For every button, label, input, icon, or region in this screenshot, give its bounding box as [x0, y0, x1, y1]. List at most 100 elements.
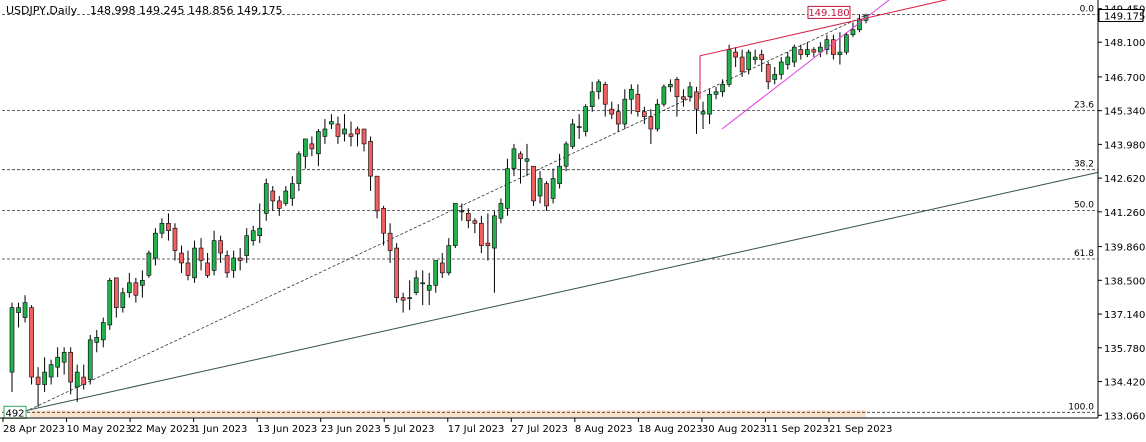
wedge-upper-line — [699, 0, 948, 57]
candle-body — [485, 242, 491, 246]
candle — [452, 203, 458, 249]
time-tick-label: 23 Jun 2023 — [321, 424, 381, 435]
candle — [244, 228, 250, 263]
candle — [87, 334, 93, 385]
chart-title: USDJPY,Daily — [6, 4, 78, 17]
candle — [831, 34, 836, 60]
candle-body — [537, 178, 543, 197]
candle — [166, 213, 171, 241]
candle-body — [355, 128, 360, 135]
candle — [648, 109, 654, 144]
candle-body — [733, 51, 738, 58]
candle — [609, 101, 615, 120]
candle — [615, 104, 621, 132]
candle-body — [185, 262, 191, 276]
candle-body — [374, 175, 380, 212]
price-tick-label: 134.420 — [1104, 378, 1145, 389]
candle-body — [413, 277, 419, 294]
candle — [805, 42, 810, 58]
fib-top-price-label: 149.180 — [807, 5, 851, 19]
candle — [511, 143, 517, 177]
candle — [785, 52, 791, 70]
candle-body — [348, 133, 354, 137]
candle-body — [283, 190, 289, 204]
candle-body — [446, 245, 452, 274]
candle-body — [505, 168, 510, 209]
candle-body — [9, 307, 15, 373]
candle-body — [772, 74, 778, 80]
candle-body — [765, 64, 771, 83]
candle-body — [316, 131, 321, 155]
candle — [289, 176, 295, 206]
candle-body — [635, 93, 641, 112]
candle-body — [81, 376, 87, 385]
price-tick-label: 139.860 — [1104, 243, 1145, 254]
candle-body — [518, 153, 523, 160]
candle-body — [576, 126, 582, 128]
candle — [844, 32, 849, 55]
candle — [778, 57, 784, 80]
candle-body — [563, 143, 569, 167]
candle — [426, 272, 432, 306]
candle-body — [655, 103, 660, 130]
candle-body — [42, 371, 47, 385]
candle — [153, 228, 158, 266]
candle-body — [94, 337, 100, 343]
time-tick-label: 18 Aug 2023 — [638, 424, 702, 435]
candle-body — [694, 91, 699, 110]
candle — [596, 79, 602, 100]
candle-body — [270, 190, 276, 202]
candle-body — [674, 79, 680, 98]
candle — [752, 49, 758, 65]
candle — [524, 143, 530, 177]
candle-body — [596, 81, 602, 93]
candle-body — [250, 230, 256, 241]
candle-body — [198, 247, 204, 261]
candle-body — [739, 56, 745, 73]
candle — [439, 253, 445, 278]
candle — [557, 153, 562, 189]
candle-body — [583, 106, 589, 132]
candle — [726, 44, 732, 87]
candle — [413, 270, 419, 296]
candle-body — [87, 339, 93, 380]
candle-body — [237, 257, 243, 261]
candle-body — [55, 356, 60, 368]
candle — [498, 198, 504, 224]
candle-body — [609, 108, 615, 115]
candle — [185, 250, 191, 281]
time-tick-label: 28 Apr 2023 — [3, 424, 65, 435]
candle-body — [791, 46, 797, 63]
candle — [459, 203, 465, 221]
candle-body — [798, 49, 804, 55]
candle — [250, 225, 256, 246]
candle — [368, 136, 373, 192]
price-tick-label: 148.100 — [1104, 38, 1145, 49]
fib-diagonal — [24, 14, 867, 413]
candle-body — [192, 247, 197, 279]
candle — [127, 272, 132, 298]
time-tick-label: 22 May 2023 — [130, 424, 195, 435]
candle-body — [127, 282, 132, 294]
fib-label-38-2: 38.2 — [1074, 160, 1094, 170]
wedge-lower-line — [721, 0, 890, 130]
candle-body — [263, 183, 269, 214]
candle — [120, 287, 126, 313]
candle — [9, 302, 15, 392]
candle-body — [140, 280, 145, 286]
price-tick-label: 142.620 — [1104, 174, 1145, 185]
candle-body — [107, 280, 113, 326]
candle — [257, 203, 263, 244]
candle-body — [166, 222, 171, 232]
candle-body — [746, 51, 751, 70]
candle-body — [120, 292, 126, 308]
candle-body — [498, 203, 504, 219]
candle — [231, 250, 236, 278]
candle — [224, 250, 230, 278]
candle — [485, 213, 491, 261]
candle-body — [818, 46, 823, 53]
candle — [55, 347, 60, 378]
candle — [94, 329, 100, 353]
